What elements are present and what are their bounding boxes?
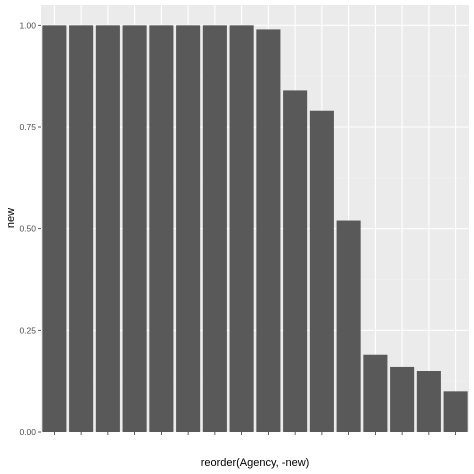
bar (95, 25, 120, 432)
bar (42, 25, 67, 432)
y-axis-title: new (5, 208, 17, 228)
bar (229, 25, 254, 432)
bar (363, 354, 388, 432)
y-tick-label: 0.75 (19, 122, 36, 132)
y-tick-label: 0.50 (19, 224, 36, 234)
bar (336, 220, 361, 432)
x-axis-ticks (53, 432, 457, 435)
bar (202, 25, 227, 432)
bar (122, 25, 147, 432)
y-tick-label: 1.00 (19, 20, 36, 30)
y-tick-label: 0.00 (19, 427, 36, 437)
bar (69, 25, 94, 432)
bar (416, 371, 441, 432)
bars (42, 25, 468, 433)
y-axis-ticks: 0.00 0.25 0.50 0.75 1.00 (19, 20, 41, 437)
y-tick-label: 0.25 (19, 325, 36, 335)
bar (256, 29, 281, 433)
x-axis-title: reorder(Agency, -new) (201, 457, 310, 469)
bar (283, 90, 308, 433)
bar (443, 391, 468, 432)
bar (149, 25, 174, 432)
bar (176, 25, 201, 432)
bar (390, 366, 415, 432)
bar (309, 110, 334, 432)
